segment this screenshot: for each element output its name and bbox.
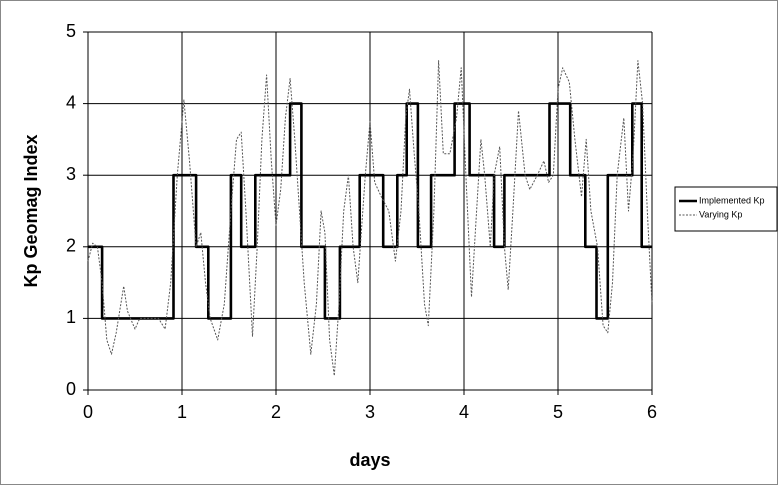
y-tick-label: 5 (66, 21, 76, 41)
y-axis-label: Kp Geomag Index (21, 134, 41, 287)
series-line (88, 102, 652, 320)
x-tick-label: 5 (553, 402, 563, 422)
legend-label: Varying Kp (699, 209, 742, 219)
y-tick-label: 0 (66, 379, 76, 399)
y-tick-label: 4 (66, 92, 76, 112)
x-tick-label: 3 (365, 402, 375, 422)
x-tick-label: 2 (271, 402, 281, 422)
y-tick-label: 3 (66, 164, 76, 184)
x-tick-label: 6 (647, 402, 657, 422)
x-tick-label: 4 (459, 402, 469, 422)
x-tick-label: 0 (83, 402, 93, 422)
x-tick-label: 1 (177, 402, 187, 422)
x-axis-label: days (349, 450, 390, 470)
legend-label: Implemented Kp (699, 195, 765, 205)
y-tick-label: 1 (66, 307, 76, 327)
legend-box (674, 186, 778, 232)
y-tick-label: 2 (66, 236, 76, 256)
series-line (87, 60, 653, 377)
